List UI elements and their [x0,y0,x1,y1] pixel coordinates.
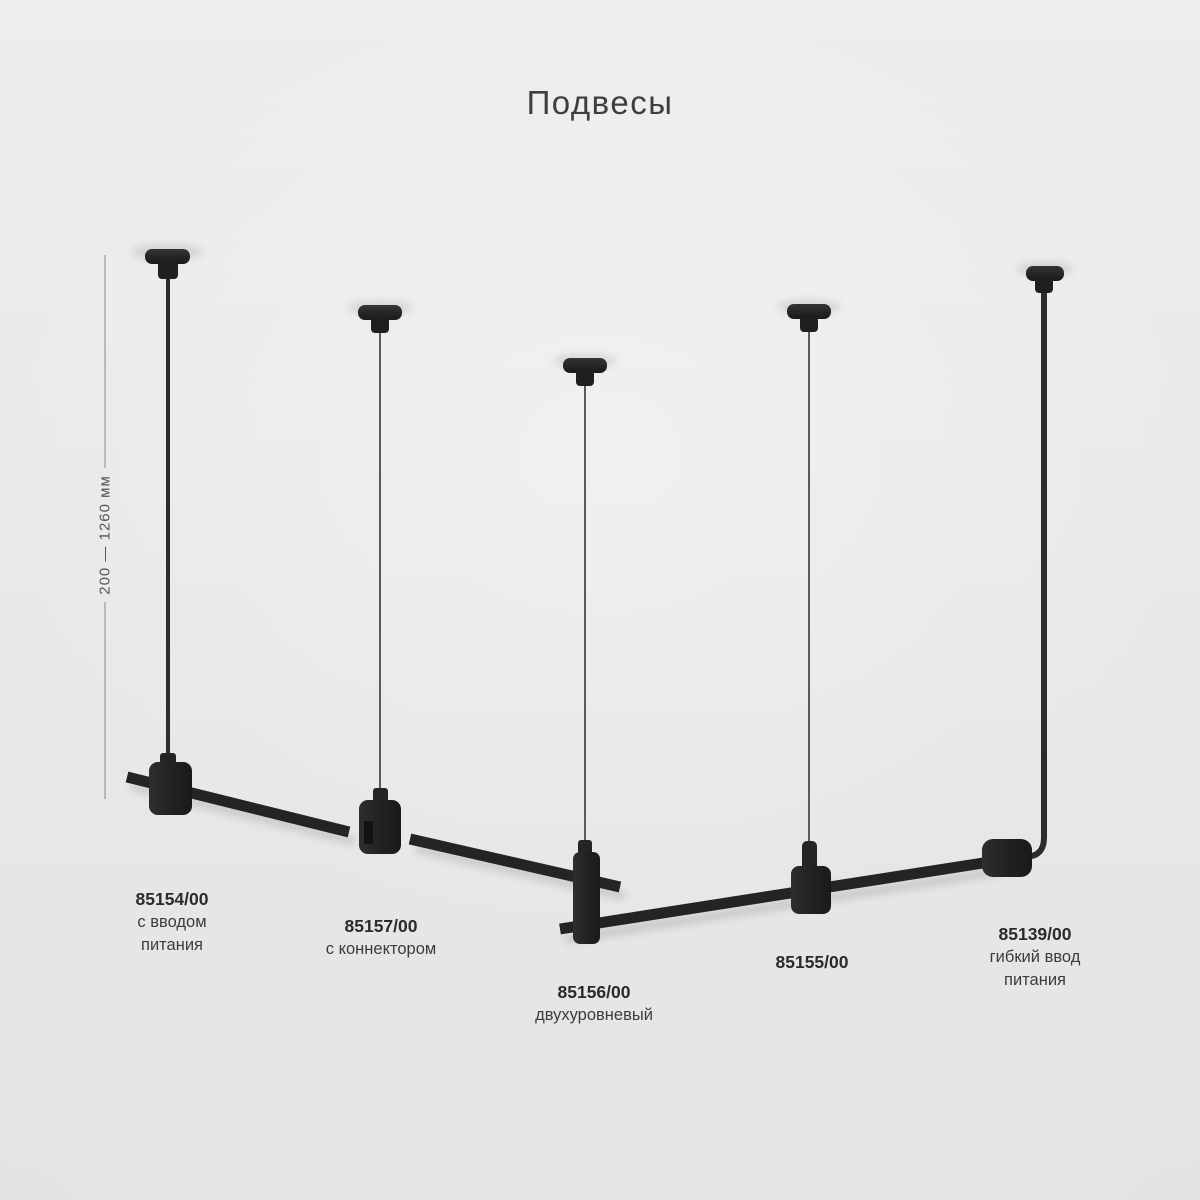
product-code: 85157/00 [344,916,418,936]
product-label-85156: 85156/00 двухуровневый [535,981,653,1027]
power-feed-body [982,839,1032,877]
product-code: 85155/00 [775,952,849,972]
product-desc-line: с вводом [137,913,207,931]
product-label-85154: 85154/00 с вводом питания [136,888,209,957]
dimension-range-label: 200 — 1260 мм [96,475,114,595]
product-code: 85139/00 [998,924,1072,944]
pendant-85155 [787,304,831,914]
connector-slot [364,821,373,844]
product-code: 85154/00 [135,889,209,909]
suspension-grip-body [791,866,831,914]
product-label-85157: 85157/00 с коннектором [326,915,436,961]
product-desc-line: питания [1004,971,1066,989]
pendant-85154 [145,249,192,815]
ceiling-canopy [358,305,402,320]
cable-collar [373,788,388,803]
pendant-85156 [563,358,607,944]
ceiling-canopy [1026,266,1064,281]
canopy-stem [371,317,389,333]
canopy-stem [1035,278,1053,293]
page-title: Подвесы [526,84,674,121]
ceiling-canopy [145,249,190,264]
ceiling-shadows [131,244,1073,368]
product-label-85155: 85155/00 [776,951,849,974]
track-rails [125,771,997,935]
product-desc-line: питания [141,936,203,954]
product-code: 85156/00 [557,982,631,1002]
canopy-stem [800,316,818,332]
product-desc-line: с коннектором [325,940,437,958]
ceiling-canopy [563,358,607,373]
two-level-post [573,852,600,944]
canopy-stem [576,370,594,386]
pendant-85139 [982,266,1064,877]
product-label-85139: 85139/00 гибкий ввод питания [990,923,1081,992]
grip-stem [802,841,817,873]
product-desc-line: гибкий ввод [989,948,1081,966]
flexible-power-cable [1025,291,1047,860]
ceiling-canopy [787,304,831,319]
power-input-body [149,762,192,815]
canopy-stem [158,261,178,279]
track-rail-lower [559,855,997,935]
pendant-85157 [358,305,402,854]
product-desc-line: двухуровневый [535,1006,653,1024]
